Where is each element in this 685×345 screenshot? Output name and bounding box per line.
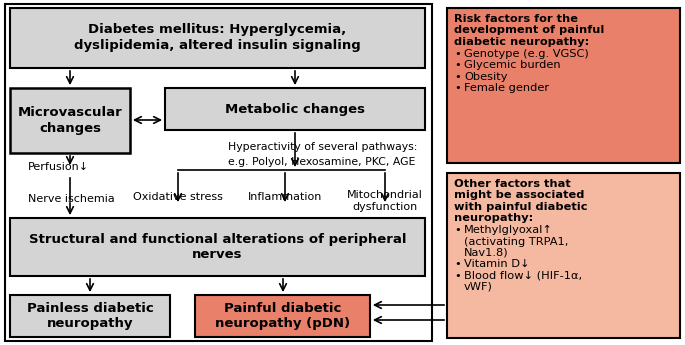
Text: •: • [454, 71, 461, 81]
Text: Inflammation: Inflammation [248, 192, 322, 202]
Bar [10, 88, 130, 153]
Text: •: • [454, 49, 461, 59]
Text: Nerve ischemia: Nerve ischemia [28, 194, 115, 204]
Text: •: • [454, 60, 461, 70]
Text: Methylglyoxal↑: Methylglyoxal↑ [464, 225, 553, 235]
Text: diabetic neuropathy:: diabetic neuropathy: [454, 37, 589, 47]
Text: development of painful: development of painful [454, 25, 604, 35]
Text: Blood flow↓ (HIF-1α,: Blood flow↓ (HIF-1α, [464, 270, 582, 280]
Text: Microvascular
changes: Microvascular changes [18, 106, 123, 135]
Text: neuropathy:: neuropathy: [454, 213, 533, 223]
Bar [10, 218, 425, 276]
Text: e.g. Polyol, Hexosamine, PKC, AGE: e.g. Polyol, Hexosamine, PKC, AGE [228, 157, 415, 167]
Text: Perfusion↓: Perfusion↓ [28, 162, 89, 172]
Text: Hyperactivity of several pathways:: Hyperactivity of several pathways: [228, 142, 417, 152]
Text: Vitamin D↓: Vitamin D↓ [464, 259, 530, 269]
Bar [447, 8, 680, 163]
Text: Risk factors for the: Risk factors for the [454, 14, 578, 24]
Text: •: • [454, 259, 461, 269]
Text: with painful diabetic: with painful diabetic [454, 201, 588, 211]
Bar [5, 4, 432, 341]
Bar [447, 173, 680, 338]
Text: Oxidative stress: Oxidative stress [133, 192, 223, 202]
Text: •: • [454, 225, 461, 235]
Text: (activating TRPA1,: (activating TRPA1, [464, 237, 569, 247]
Text: Structural and functional alterations of peripheral
nerves: Structural and functional alterations of… [29, 233, 406, 262]
Text: Genotype (e.g. VGSC): Genotype (e.g. VGSC) [464, 49, 588, 59]
Text: might be associated: might be associated [454, 190, 584, 200]
Text: Painful diabetic
neuropathy (pDN): Painful diabetic neuropathy (pDN) [215, 302, 350, 331]
Text: Other factors that: Other factors that [454, 179, 571, 189]
Text: Glycemic burden: Glycemic burden [464, 60, 560, 70]
Text: Diabetes mellitus: Hyperglycemia,
dyslipidemia, altered insulin signaling: Diabetes mellitus: Hyperglycemia, dyslip… [74, 23, 361, 52]
Bar [10, 8, 425, 68]
Text: •: • [454, 83, 461, 93]
Text: Obesity: Obesity [464, 71, 508, 81]
Text: Painless diabetic
neuropathy: Painless diabetic neuropathy [27, 302, 153, 331]
Text: Female gender: Female gender [464, 83, 549, 93]
Bar [10, 295, 170, 337]
Bar [165, 88, 425, 130]
Text: Metabolic changes: Metabolic changes [225, 102, 365, 116]
Text: Mitochondrial
dysfunction: Mitochondrial dysfunction [347, 190, 423, 211]
Text: vWF): vWF) [464, 282, 493, 292]
Text: Nav1.8): Nav1.8) [464, 248, 509, 258]
Text: •: • [454, 270, 461, 280]
Bar [195, 295, 370, 337]
